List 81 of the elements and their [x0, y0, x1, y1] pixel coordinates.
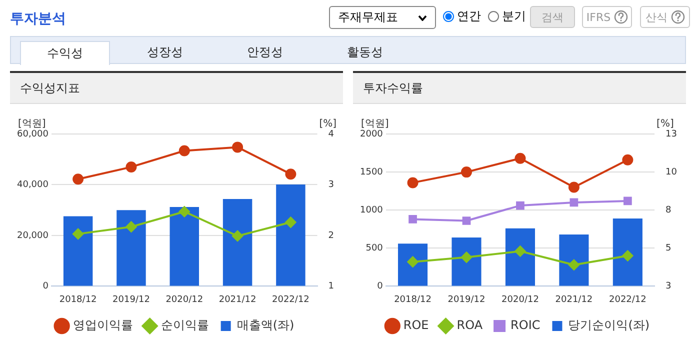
point — [514, 246, 526, 257]
point — [407, 177, 418, 188]
y-tick-label: 20,000 — [16, 230, 49, 241]
text: 성장성 — [146, 44, 184, 61]
legend-label: 매출액(좌) — [236, 318, 294, 332]
y-tick-label: 60,000 — [16, 129, 49, 140]
bar — [612, 218, 642, 286]
point — [285, 216, 296, 228]
point — [285, 168, 296, 180]
y2-axis-title: [%] — [656, 118, 674, 130]
y2-tick-label: 8 — [666, 205, 672, 216]
text: 안정성 — [246, 44, 284, 61]
y2-tick-label: 2 — [328, 230, 334, 241]
point — [178, 145, 190, 156]
point — [126, 161, 137, 172]
legend-label: 당기순이익(좌) — [568, 318, 650, 332]
text: 투자분석 — [10, 10, 66, 28]
y2-tick-label: 5 — [666, 243, 672, 254]
point — [622, 154, 634, 166]
point — [461, 166, 472, 178]
x-tick-label: 2018/12 — [59, 294, 97, 305]
point — [72, 174, 84, 185]
point — [72, 228, 84, 240]
y-tick-label: 1500 — [360, 167, 384, 178]
point — [232, 142, 244, 153]
point — [514, 152, 526, 164]
y2-tick-label: 3 — [666, 282, 672, 292]
y-axis-title: [억원] — [361, 118, 389, 130]
text: 주재무제표 — [329, 6, 436, 29]
point — [462, 216, 471, 225]
point — [232, 230, 244, 242]
y-tick-label: 500 — [366, 243, 384, 254]
y-tick-label: 0 — [42, 282, 49, 292]
x-tick-label: 2020/12 — [166, 294, 204, 305]
chart-title: 수익성지표 — [10, 71, 343, 104]
y2-tick-label: 1 — [328, 282, 334, 292]
x-tick-label: 2022/12 — [272, 294, 310, 305]
bar — [398, 244, 428, 286]
x-tick-label: 2022/12 — [608, 294, 646, 305]
y-axis-title: [억원] — [18, 118, 46, 130]
bar — [452, 237, 482, 286]
legend-label: ROA — [456, 318, 484, 332]
chart-title: 투자수익률 — [353, 71, 686, 104]
point — [568, 182, 580, 193]
text: 수익성 — [20, 41, 110, 65]
point — [408, 215, 417, 224]
point — [178, 206, 190, 218]
text: 검색 — [530, 6, 575, 28]
y2-tick-label: 4 — [328, 129, 334, 140]
bar — [505, 228, 535, 286]
point — [622, 250, 634, 262]
y2-tick-label: 3 — [328, 180, 334, 190]
x-tick-label: 2019/12 — [448, 294, 486, 305]
y2-tick-label: 10 — [666, 167, 678, 178]
x-tick-label: 2021/12 — [218, 294, 256, 305]
y-tick-label: 40,000 — [16, 180, 49, 190]
point — [461, 252, 472, 263]
text: 산식 — [640, 6, 690, 28]
legend-label: 영업이익률 — [72, 318, 133, 332]
y-tick-label: 1000 — [360, 205, 384, 216]
y-tick-label: 0 — [377, 282, 384, 292]
legend-label: ROIC — [510, 318, 540, 332]
point — [516, 201, 524, 210]
y2-axis-title: [%] — [319, 118, 337, 130]
point — [624, 196, 632, 206]
text: IFRS — [582, 6, 632, 28]
legend-label: ROE — [403, 318, 429, 332]
x-tick-label: 2021/12 — [555, 294, 593, 305]
x-tick-label: 2020/12 — [502, 294, 539, 305]
bar — [559, 234, 589, 286]
text: 연간 — [456, 8, 481, 25]
legend-label: 순이익률 — [160, 318, 209, 332]
y2-tick-label: 13 — [666, 129, 677, 140]
y-tick-label: 2000 — [360, 129, 384, 140]
text: 분기 — [501, 8, 526, 25]
x-tick-label: 2019/12 — [112, 294, 150, 305]
point — [568, 259, 580, 270]
point — [126, 221, 137, 232]
x-tick-label: 2018/12 — [394, 294, 432, 305]
text: 활동성 — [346, 44, 384, 61]
point — [570, 198, 578, 207]
